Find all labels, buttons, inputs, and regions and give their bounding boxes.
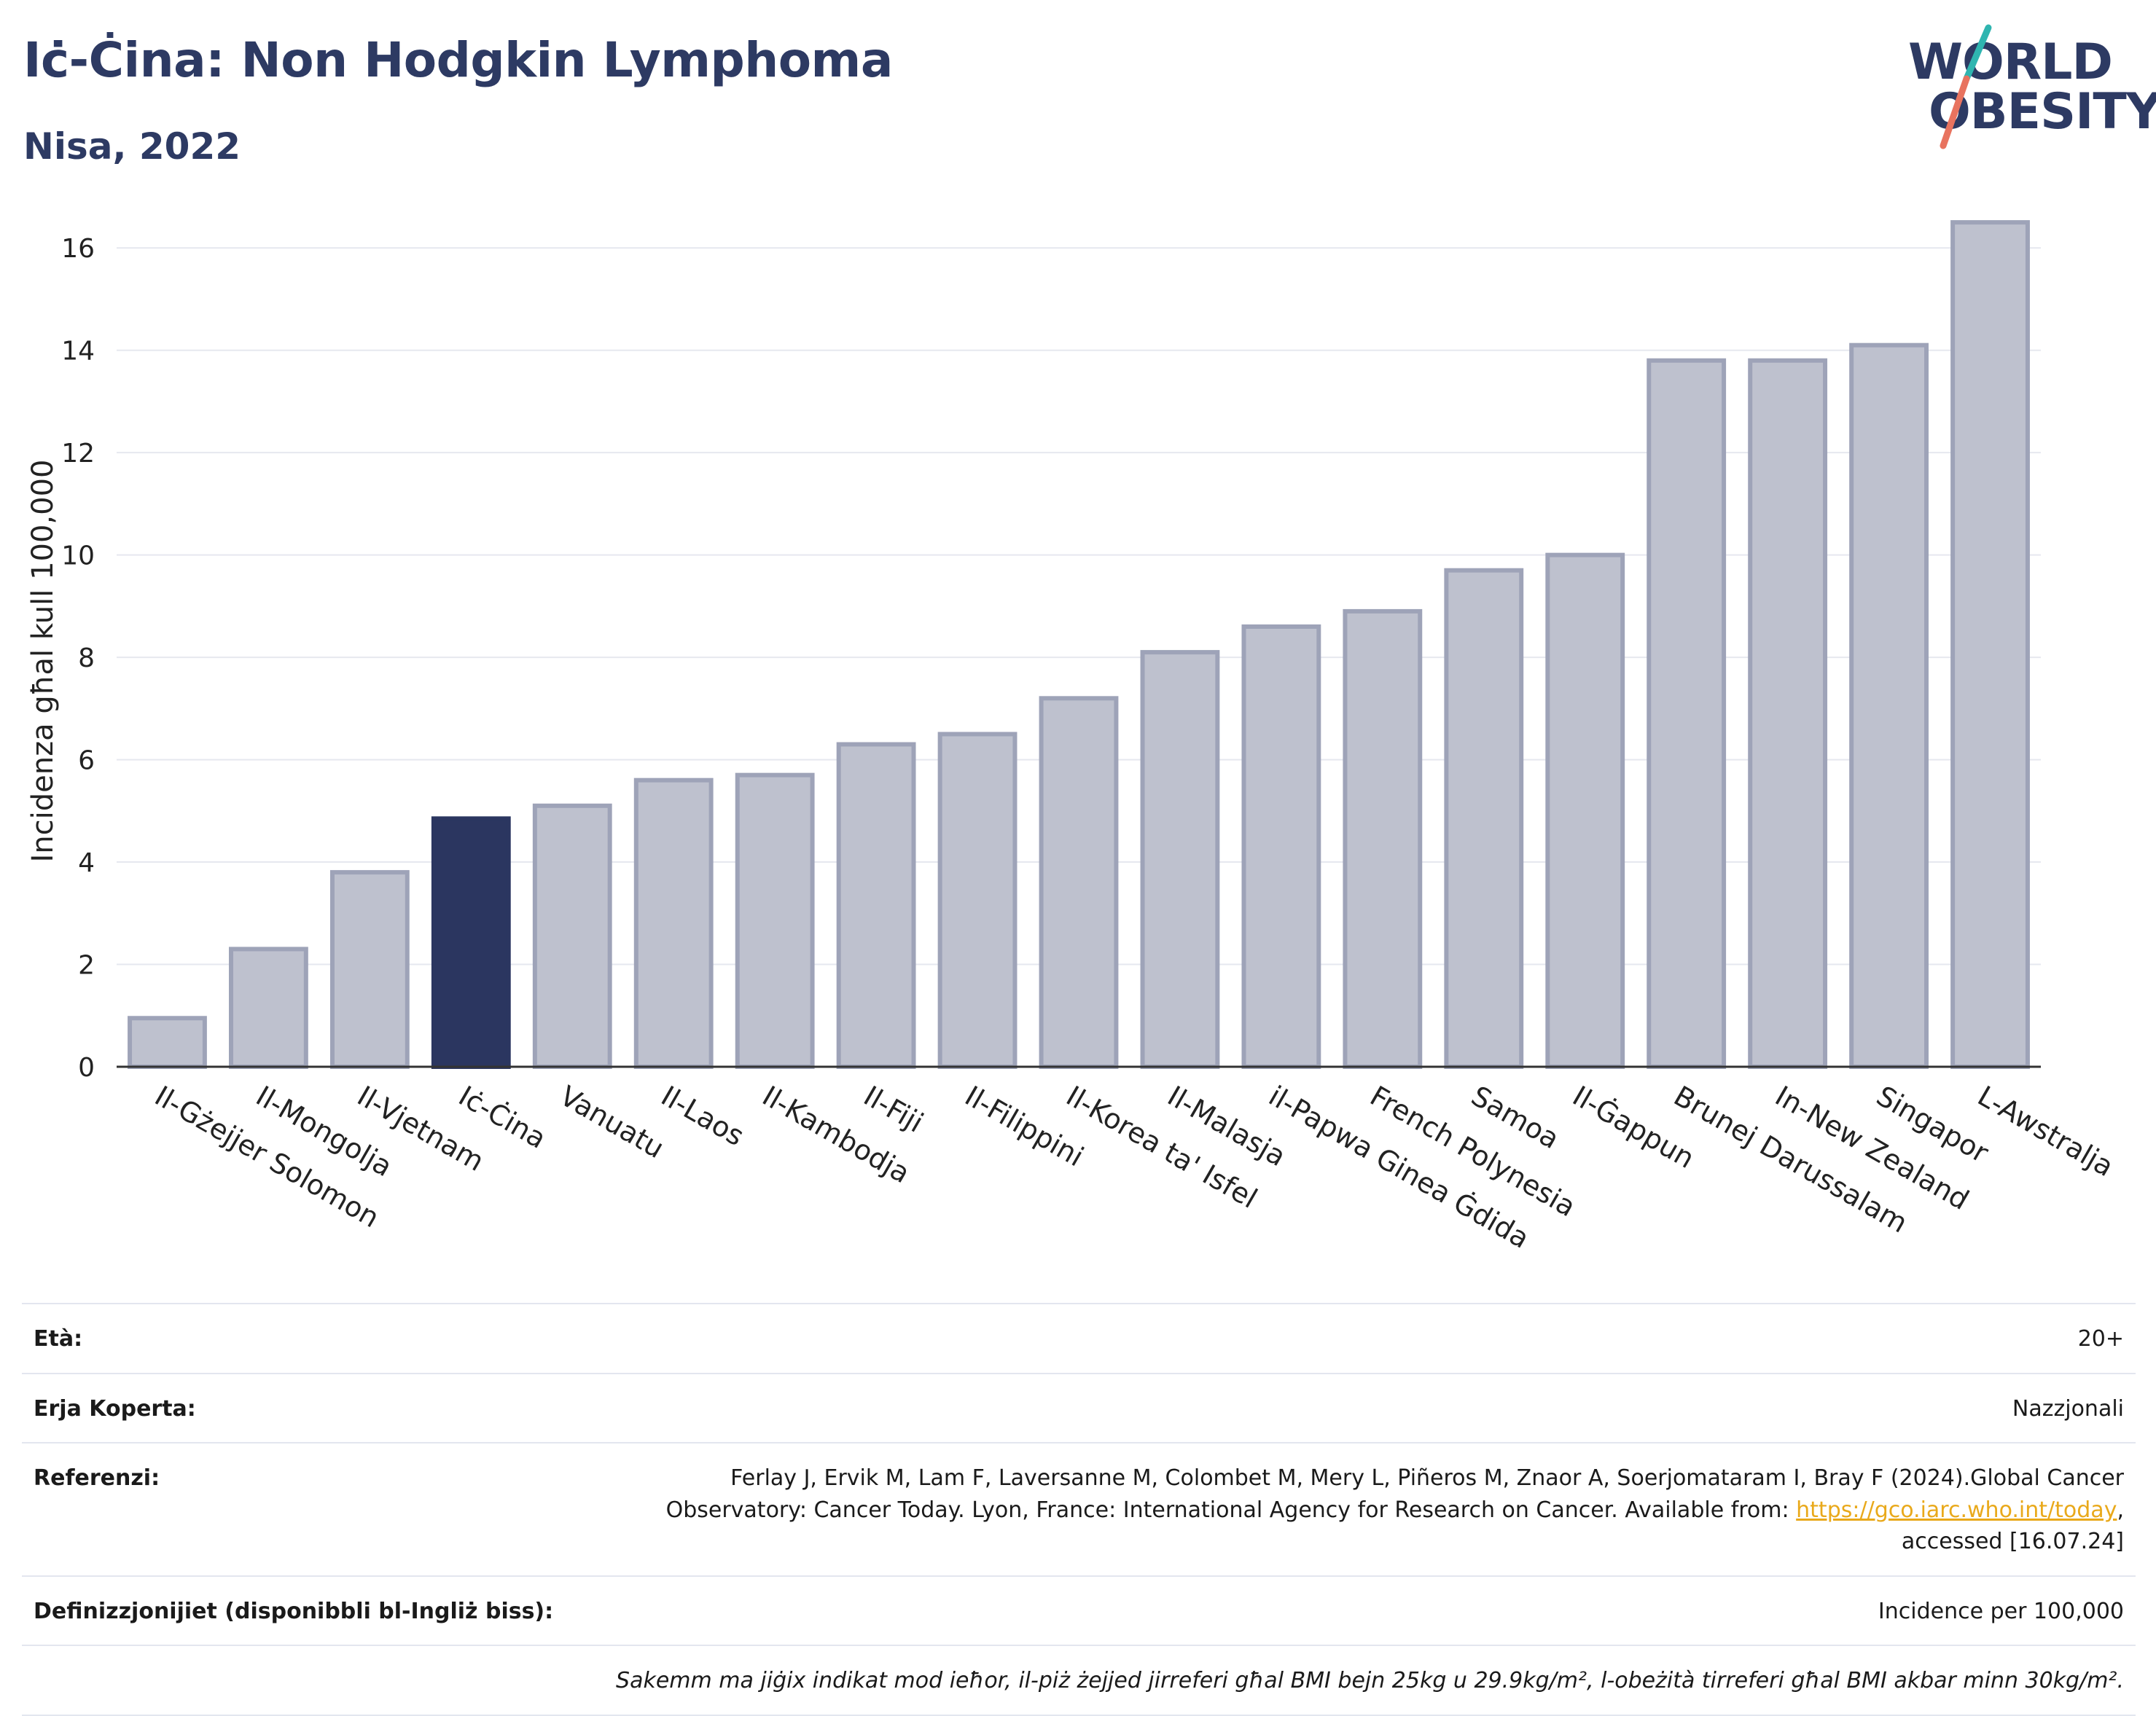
reference-text-2: Observatory: Cancer Today. Lyon, France:… xyxy=(665,1497,1797,1523)
x-tick-label: L-Awstralja xyxy=(1972,1080,2119,1183)
bar xyxy=(1647,358,1727,1070)
y-tick-label: 8 xyxy=(78,643,95,673)
area-label: Erja Koperta: xyxy=(34,1395,196,1422)
bar xyxy=(329,870,410,1069)
bar-chart: 0 2 4 6 8 10 12 14 16 Il-Gżejjer SolomonIl-Mongo… xyxy=(26,220,2119,1255)
y-tick-label: 4 xyxy=(78,848,95,878)
definitions-value: Incidence per 100,000 xyxy=(1878,1598,2124,1624)
bar xyxy=(532,803,612,1069)
area-value: Nazzjonali xyxy=(2012,1395,2124,1422)
y-tick-label: 0 xyxy=(78,1053,95,1083)
bar xyxy=(1748,358,1828,1070)
bar xyxy=(1140,650,1220,1069)
x-tick-label: Vanuatu xyxy=(555,1080,670,1164)
definitions-label: Definizzjonijiet (disponibbli bl-Ingliż … xyxy=(34,1598,554,1624)
bar xyxy=(735,772,815,1069)
bar xyxy=(1950,220,2030,1069)
y-axis-ticks: 0 2 4 6 8 10 12 14 16 xyxy=(61,234,95,1083)
age-value: 20+ xyxy=(2077,1326,2124,1352)
logo-text-obesity: OBESITY xyxy=(1929,83,2156,141)
references-label: Referenzi: xyxy=(34,1465,160,1491)
world-obesity-logo: WORLD OBESITY xyxy=(1902,22,2156,153)
x-axis-ticks: Il-Gżejjer SolomonIl-MongoljaIl-VjetnamI… xyxy=(149,1080,2119,1255)
logo-text-world: WORLD xyxy=(1908,34,2113,91)
y-tick-label: 2 xyxy=(78,951,95,981)
y-tick-label: 14 xyxy=(61,337,95,367)
reference-text-3: , xyxy=(2117,1497,2124,1523)
reference-text-4: accessed [16.07.24] xyxy=(1901,1529,2124,1554)
bar xyxy=(1444,568,1524,1069)
logo-slash-icon xyxy=(1940,24,1992,149)
bar xyxy=(229,947,308,1070)
y-tick-label: 16 xyxy=(61,234,95,264)
bar xyxy=(836,742,916,1069)
x-tick-label: Il-Laos xyxy=(656,1080,750,1153)
info-row-definitions: Definizzjonijiet (disponibbli bl-Ingliż … xyxy=(22,1575,2136,1645)
reference-text-1: Ferlay J, Ervik M, Lam F, Laversanne M, … xyxy=(730,1465,2124,1491)
bar xyxy=(937,732,1018,1069)
obesity-note: Sakemm ma jiġix indikat mod ieħor, il-pi… xyxy=(616,1668,2124,1693)
bar xyxy=(1545,552,1625,1070)
y-tick-label: 6 xyxy=(78,746,95,776)
bar xyxy=(1849,342,1929,1069)
info-row-note: Sakemm ma jiġix indikat mod ieħor, il-pi… xyxy=(22,1645,2136,1716)
age-label: Età: xyxy=(34,1326,83,1352)
bar xyxy=(633,777,714,1070)
bar xyxy=(128,1016,207,1070)
chart-bars xyxy=(128,220,2030,1070)
info-row-age: Età: 20+ xyxy=(22,1303,2136,1373)
info-row-area: Erja Koperta: Nazzjonali xyxy=(22,1372,2136,1443)
bar xyxy=(1343,608,1423,1069)
page-subtitle: Nisa, 2022 xyxy=(23,125,241,168)
bar xyxy=(431,816,511,1069)
reference-link[interactable]: https://gco.iarc.who.int/today xyxy=(1796,1497,2117,1523)
bar xyxy=(1241,624,1321,1069)
info-table: Età: 20+ Erja Koperta: Nazzjonali Refere… xyxy=(22,1303,2136,1716)
x-tick-label: Il-Fiji xyxy=(859,1080,929,1139)
page-title: Iċ-Ċina: Non Hodgkin Lymphoma xyxy=(23,32,893,88)
bar xyxy=(1039,696,1119,1070)
y-tick-label: 10 xyxy=(61,541,95,571)
y-tick-label: 12 xyxy=(61,439,95,469)
references-value: Ferlay J, Ervik M, Lam F, Laversanne M, … xyxy=(666,1462,2124,1558)
info-row-references: Referenzi: Ferlay J, Ervik M, Lam F, Lav… xyxy=(22,1442,2136,1575)
y-axis-label: Incidenza għal kull 100,000 xyxy=(26,460,60,863)
